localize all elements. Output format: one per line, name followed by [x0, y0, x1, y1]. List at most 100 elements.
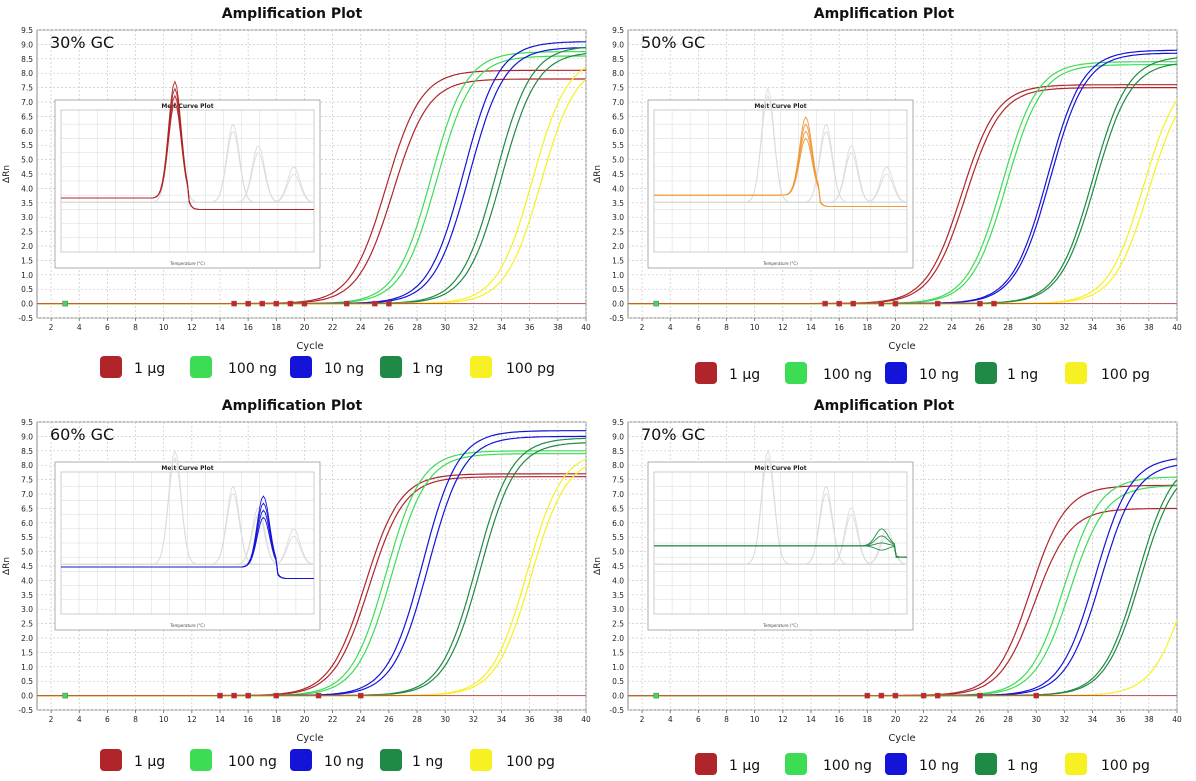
y-tick-label: 6.0 [21, 127, 33, 136]
y-tick-label: 6.0 [612, 127, 624, 136]
y-tick-label: 6.5 [21, 112, 33, 121]
y-tick-label: 1.0 [612, 271, 624, 280]
x-tick-label: 8 [724, 323, 729, 332]
x-tick-label: 4 [668, 715, 673, 724]
legend-label: 10 ng [919, 367, 959, 383]
melt-curve-inset: Melt Curve Plot Temperature (°C) [647, 87, 914, 269]
x-tick-label: 18 [272, 715, 282, 724]
y-tick-label: 6.5 [21, 504, 33, 513]
x-tick-label: 30 [1031, 323, 1041, 332]
x-tick-label: 38 [1144, 715, 1154, 724]
x-tick-label: 4 [668, 323, 673, 332]
legend-swatch [785, 753, 807, 775]
x-tick-label: 18 [863, 715, 873, 724]
panel-label: 70% GC [641, 425, 705, 444]
y-tick-label: 8.0 [21, 461, 33, 470]
cycle-marker [991, 300, 997, 307]
x-tick-label: 26 [384, 715, 394, 724]
x-tick-label: 24 [356, 323, 366, 332]
legend-label: 100 ng [228, 754, 277, 770]
cycle-marker [864, 692, 871, 699]
cycle-marker [934, 300, 941, 307]
y-tick-label: 6.5 [612, 112, 624, 121]
cycle-marker [386, 300, 392, 307]
cycle-marker [920, 692, 927, 699]
panel-label: 60% GC [50, 425, 114, 444]
legend-label: 100 pg [1101, 367, 1150, 383]
x-tick-label: 40 [581, 715, 591, 724]
inset-xlabel: Temperature (°C) [762, 261, 798, 266]
y-tick-label: 0.0 [612, 300, 624, 309]
legend-label: 100 ng [228, 361, 277, 377]
x-axis-label: Cycle [888, 341, 915, 352]
y-tick-label: 3.0 [612, 605, 624, 614]
x-tick-label: 20 [891, 715, 901, 724]
y-tick-label: 3.5 [21, 199, 33, 208]
legend-swatch [695, 362, 717, 384]
y-tick-label: 1.0 [21, 271, 33, 280]
x-tick-label: 12 [187, 715, 197, 724]
x-tick-label: 10 [159, 323, 169, 332]
legend-label: 1 ng [1007, 758, 1038, 774]
legend-swatch [975, 362, 997, 384]
cycle-marker [850, 300, 856, 307]
x-tick-label: 22 [919, 323, 929, 332]
legend-swatch [1065, 362, 1087, 384]
x-tick-label: 28 [1003, 323, 1013, 332]
cycle-marker [653, 692, 659, 699]
y-tick-label: 9.0 [612, 40, 624, 49]
x-tick-label: 2 [49, 323, 54, 332]
x-tick-label: 4 [77, 323, 82, 332]
y-tick-label: 7.0 [21, 98, 33, 107]
legend-swatch [380, 749, 402, 771]
x-tick-label: 40 [581, 323, 591, 332]
x-tick-label: 12 [187, 323, 197, 332]
y-tick-label: 8.5 [612, 447, 624, 456]
x-tick-label: 4 [77, 715, 82, 724]
legend-swatch [885, 362, 907, 384]
y-tick-label: 0.5 [612, 677, 624, 686]
legend-swatch [290, 356, 312, 378]
legend-label: 1 ng [1007, 367, 1038, 383]
x-tick-label: 34 [497, 715, 507, 724]
y-tick-label: 3.0 [21, 605, 33, 614]
x-tick-label: 14 [806, 715, 816, 724]
legend-label: 100 pg [506, 754, 555, 770]
y-tick-label: 8.5 [21, 55, 33, 64]
x-tick-label: 28 [1003, 715, 1013, 724]
x-tick-label: 6 [696, 323, 701, 332]
x-tick-label: 16 [243, 323, 253, 332]
cycle-marker [259, 300, 265, 307]
y-tick-label: 5.0 [612, 156, 624, 165]
x-tick-label: 20 [300, 323, 310, 332]
panel-label: 50% GC [641, 33, 705, 52]
legend-swatch [190, 356, 212, 378]
y-tick-label: 5.5 [21, 141, 33, 150]
legend-label: 100 ng [823, 758, 872, 774]
x-tick-label: 8 [133, 715, 138, 724]
chart-title: Amplification Plot [222, 398, 363, 414]
legend: 1 µg 100 ng 10 ng 1 ng 100 pg [100, 356, 555, 378]
x-tick-label: 28 [412, 715, 422, 724]
x-tick-label: 32 [469, 323, 479, 332]
x-tick-label: 16 [834, 323, 844, 332]
legend-swatch [975, 753, 997, 775]
x-tick-label: 30 [1031, 715, 1041, 724]
y-tick-label: 9.5 [21, 26, 33, 35]
cycle-marker [315, 692, 322, 699]
y-tick-label: 3.0 [21, 213, 33, 222]
x-tick-label: 28 [412, 323, 422, 332]
melt-curve [61, 101, 314, 210]
chart-title: Amplification Plot [814, 6, 955, 22]
inset-xlabel: Temperature (°C) [762, 623, 798, 628]
cycle-marker [878, 692, 885, 699]
y-tick-label: 5.5 [21, 533, 33, 542]
cycle-marker [1033, 692, 1039, 699]
legend-label: 10 ng [324, 361, 364, 377]
melt-curve-background [61, 535, 315, 565]
cycle-marker [836, 300, 842, 307]
